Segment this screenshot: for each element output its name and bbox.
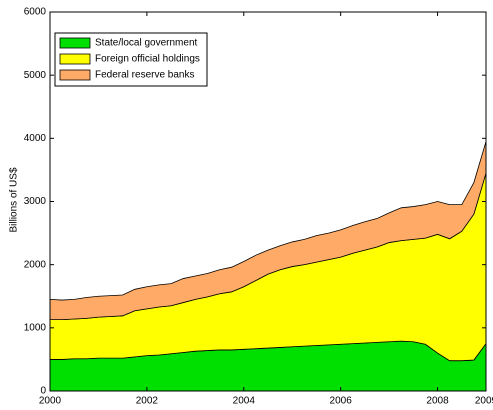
x-tick-label: 2002 bbox=[136, 396, 159, 407]
y-tick-label: 6000 bbox=[24, 7, 47, 18]
x-tick-label: 2004 bbox=[233, 396, 256, 407]
legend-swatch bbox=[59, 37, 91, 49]
x-tick-label: 2006 bbox=[330, 396, 353, 407]
y-tick-label: 5000 bbox=[24, 70, 47, 81]
legend-label: Foreign official holdings bbox=[95, 54, 200, 65]
x-tick-label: 2009 bbox=[475, 396, 493, 407]
y-tick-label: 3000 bbox=[24, 196, 47, 207]
legend-label: State/local government bbox=[95, 38, 198, 49]
y-tick-label: 2000 bbox=[24, 259, 47, 270]
x-tick-label: 2008 bbox=[426, 396, 449, 407]
legend-swatch bbox=[59, 53, 91, 65]
y-axis-label: Billions of US$ bbox=[9, 167, 20, 232]
y-tick-label: 1000 bbox=[24, 322, 47, 333]
x-tick-label: 2000 bbox=[39, 396, 62, 407]
y-tick-label: 4000 bbox=[24, 133, 47, 144]
legend-label: Federal reserve banks bbox=[95, 70, 195, 81]
y-tick-label: 0 bbox=[40, 386, 46, 397]
legend-swatch bbox=[59, 69, 91, 81]
